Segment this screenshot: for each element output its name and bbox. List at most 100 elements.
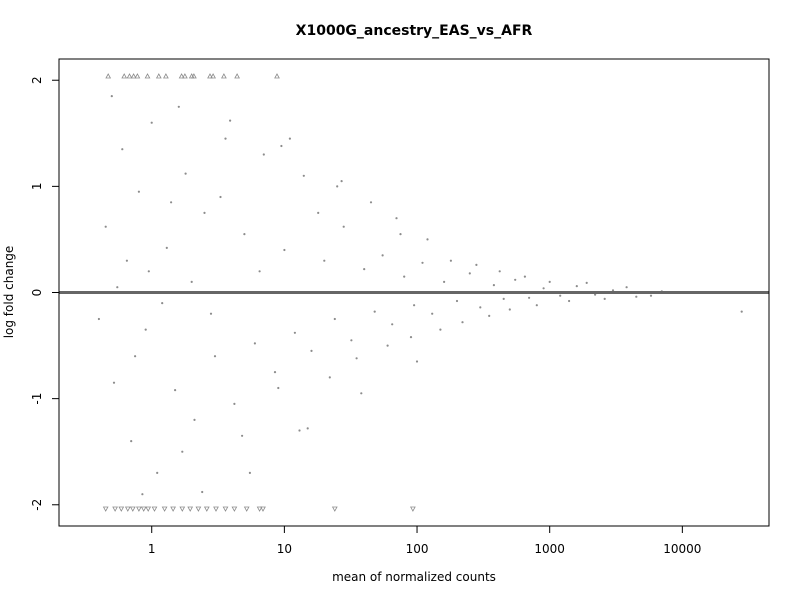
data-point-91: [649, 294, 653, 297]
data-point-95: [201, 490, 204, 494]
clipped-low-point-11: [179, 506, 186, 512]
clipped-low-point-15: [213, 506, 219, 512]
x-tick-label-1: 10: [277, 542, 292, 556]
clipped-low-point-19: [256, 506, 263, 512]
clipped-high-point-14: [221, 73, 227, 79]
data-point-7: [156, 471, 159, 474]
data-point-100: [336, 185, 339, 188]
data-point-84: [523, 275, 527, 278]
data-point-24: [323, 259, 326, 262]
data-point-6: [150, 121, 153, 124]
data-point-93: [141, 493, 144, 496]
data-point-36: [443, 280, 446, 283]
data-point-61: [209, 312, 213, 315]
clipped-low-point-0: [102, 506, 109, 512]
data-point-65: [277, 386, 280, 390]
clipped-high-point-3: [130, 73, 137, 79]
clipped-low-point-3: [124, 506, 131, 512]
data-point-72: [369, 201, 373, 204]
data-point-76: [426, 238, 429, 241]
y-tick-label-2: 0: [30, 289, 44, 297]
data-point-9: [174, 389, 177, 392]
data-point-102: [395, 217, 398, 220]
data-point-15: [233, 402, 236, 405]
data-point-37: [455, 299, 459, 303]
data-point-29: [373, 310, 376, 313]
data-point-48: [611, 289, 615, 292]
clipped-high-point-9: [182, 73, 188, 79]
data-point-27: [350, 339, 353, 342]
data-point-53: [116, 286, 119, 289]
clipped-low-point-4: [129, 506, 136, 512]
clipped-low-point-5: [136, 506, 142, 512]
data-point-97: [248, 471, 251, 474]
data-point-63: [241, 434, 244, 437]
clipped-low-point-10: [170, 506, 176, 512]
clipped-high-point-15: [234, 73, 240, 79]
data-point-58: [170, 201, 173, 204]
clipped-high-point-8: [178, 73, 185, 79]
clipped-high-point-1: [121, 73, 128, 79]
clipped-high-point-6: [155, 73, 162, 79]
data-point-64: [258, 270, 261, 273]
data-point-52: [97, 317, 100, 321]
clipped-high-point-16: [274, 73, 280, 79]
data-point-21: [293, 331, 296, 334]
data-point-74: [399, 233, 402, 236]
data-point-89: [603, 297, 606, 300]
data-point-19: [273, 371, 277, 374]
data-points: [97, 73, 743, 512]
y-tick-label-4: 2: [30, 76, 44, 84]
data-point-34: [421, 261, 424, 264]
data-point-33: [413, 304, 416, 307]
clipped-low-point-7: [145, 506, 152, 512]
data-point-90: [625, 286, 628, 289]
data-point-59: [181, 450, 184, 453]
data-point-39: [479, 306, 482, 309]
data-point-35: [431, 312, 434, 315]
x-tick-label-2: 100: [406, 542, 429, 556]
data-point-10: [184, 172, 187, 175]
data-point-62: [219, 195, 222, 199]
clipped-high-point-0: [105, 73, 112, 79]
x-tick-label-3: 1000: [534, 542, 565, 556]
data-point-0: [104, 225, 107, 228]
data-point-26: [342, 225, 345, 228]
data-point-20: [283, 248, 286, 252]
data-point-86: [548, 280, 551, 283]
data-point-12: [203, 211, 206, 214]
data-point-5: [144, 328, 147, 331]
clipped-low-point-2: [118, 506, 125, 512]
data-point-99: [306, 427, 309, 430]
data-point-28: [363, 268, 366, 271]
clipped-high-point-4: [134, 73, 141, 79]
data-point-81: [488, 314, 491, 317]
y-tick-label-0: -2: [30, 499, 44, 511]
data-point-38: [468, 272, 471, 275]
clipped-low-point-16: [222, 506, 229, 512]
data-point-94: [177, 105, 180, 108]
clipped-low-point-20: [260, 506, 266, 512]
x-axis-label: mean of normalized counts: [332, 570, 496, 584]
y-axis-label: log fold change: [2, 246, 16, 339]
data-point-41: [502, 297, 505, 300]
data-point-66: [288, 137, 291, 140]
data-point-79: [461, 321, 464, 324]
clipped-high-point-12: [207, 73, 213, 79]
data-point-43: [528, 296, 531, 299]
x-axis: 1 10 100 1000 10000: [148, 525, 701, 556]
clipped-high-point-5: [144, 73, 151, 79]
data-point-57: [161, 302, 164, 305]
clipped-low-point-6: [140, 506, 147, 512]
clipped-low-point-12: [187, 506, 194, 512]
data-point-54: [125, 259, 128, 262]
data-point-101: [360, 392, 363, 395]
chart-title: X1000G_ancestry_EAS_vs_AFR: [296, 23, 533, 39]
data-point-25: [333, 317, 336, 321]
data-point-75: [409, 336, 413, 339]
clipped-low-point-18: [243, 506, 250, 512]
clipped-low-point-14: [203, 506, 210, 512]
data-point-85: [535, 304, 538, 307]
data-point-4: [137, 190, 140, 193]
